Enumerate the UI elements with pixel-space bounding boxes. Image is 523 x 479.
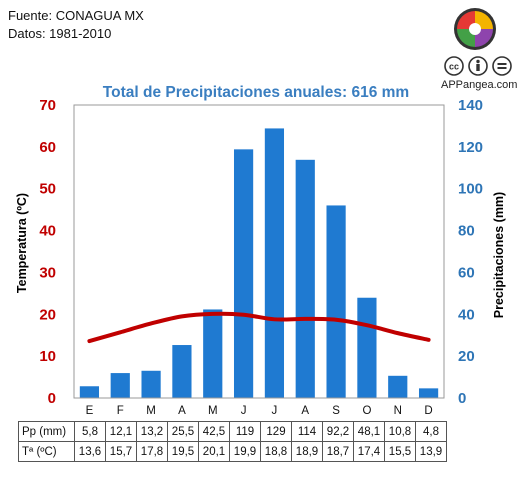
precipitation-bar xyxy=(418,387,439,399)
right-tick-label: 20 xyxy=(458,348,475,365)
category-label: F xyxy=(117,405,124,417)
cc-icon: cc xyxy=(444,56,464,76)
category-label: D xyxy=(424,405,432,417)
left-axis-label: Temperatura (ºC) xyxy=(15,193,29,293)
left-tick-label: 60 xyxy=(39,139,56,156)
precipitation-bar xyxy=(140,369,162,399)
table-cell: 15,7 xyxy=(105,441,137,462)
table-row-label: Tª (ºC) xyxy=(18,441,75,462)
table-cell: 18,9 xyxy=(291,441,323,462)
license-icons: cc xyxy=(444,56,512,76)
table-row: Tª (ºC) 13,6 15,7 17,8 19,5 20,1 19,9 18,8 18,9 1… xyxy=(18,441,447,462)
right-tick-label: 140 xyxy=(458,97,483,114)
climate-chart: Total de Precipitaciones anuales: 616 mm… xyxy=(15,84,506,417)
category-label: A xyxy=(178,405,186,417)
category-label: J xyxy=(241,405,247,417)
temperature-line xyxy=(87,311,431,344)
logo-quadrant-green xyxy=(457,29,475,47)
precipitation-bar xyxy=(171,344,193,399)
left-tick-label: 0 xyxy=(48,390,56,407)
precipitation-bars xyxy=(79,127,439,399)
table-cell: 20,1 xyxy=(198,441,230,462)
left-tick-label: 70 xyxy=(39,97,56,114)
logo-quadrant-yellow xyxy=(475,11,493,29)
chart-title: Total de Precipitaciones anuales: 616 mm xyxy=(103,84,409,101)
precipitation-bar xyxy=(264,127,285,399)
table-row-label: Pp (mm) xyxy=(18,421,75,442)
table-cell: 92,2 xyxy=(322,421,354,442)
right-tick-label: 80 xyxy=(458,223,475,240)
source-line: Fuente: CONAGUA MX xyxy=(8,8,144,23)
table-cell: 10,8 xyxy=(384,421,416,442)
left-tick-label: 40 xyxy=(39,223,56,240)
left-tick-label: 50 xyxy=(39,181,56,198)
table-cell: 19,9 xyxy=(229,441,261,462)
right-tick-label: 120 xyxy=(458,139,483,156)
category-label: J xyxy=(272,405,278,417)
category-label: E xyxy=(86,405,94,417)
right-tick-label: 100 xyxy=(458,181,483,198)
left-tick-label: 20 xyxy=(39,306,56,323)
precipitation-bar xyxy=(233,148,254,399)
category-label: N xyxy=(394,405,402,417)
logo-center xyxy=(469,23,481,35)
category-label: M xyxy=(208,405,218,417)
table-cell: 25,5 xyxy=(167,421,199,442)
category-label: A xyxy=(301,405,309,417)
plot-frame xyxy=(73,104,445,399)
table-cell: 114 xyxy=(291,421,323,442)
precipitation-bar xyxy=(79,385,100,399)
table-cell: 17,4 xyxy=(353,441,385,462)
no-derivatives-icon xyxy=(492,56,512,76)
site-name: APPangea.com xyxy=(441,79,518,91)
table-cell: 17,8 xyxy=(136,441,168,462)
precipitation-bar xyxy=(387,374,409,399)
table-cell: 18,8 xyxy=(260,441,292,462)
table-cell: 13,2 xyxy=(136,421,168,442)
right-tick-label: 60 xyxy=(458,264,475,281)
table-cell: 48,1 xyxy=(353,421,385,442)
table-cell: 12,1 xyxy=(105,421,137,442)
left-tick-label: 30 xyxy=(39,264,56,281)
table-cell: 5,8 xyxy=(74,421,106,442)
table-cell: 13,6 xyxy=(74,441,106,462)
table-cell: 18,7 xyxy=(322,441,354,462)
logo-quadrant-purple xyxy=(475,29,493,47)
appangea-logo-icon xyxy=(454,8,496,50)
table-cell: 4,8 xyxy=(415,421,447,442)
left-axis-ticks: 0 10 20 30 40 50 60 70 xyxy=(39,97,56,407)
table-cell: 15,5 xyxy=(384,441,416,462)
precipitation-bar xyxy=(325,204,347,399)
precipitation-bar xyxy=(202,308,224,399)
logo-quadrant-red xyxy=(457,11,475,29)
table-row: Pp (mm) 5,8 12,1 13,2 25,5 42,5 119 129 114 92,2 4… xyxy=(18,421,447,442)
category-label: M xyxy=(146,405,156,417)
category-label: O xyxy=(362,405,371,417)
category-label: S xyxy=(332,405,340,417)
svg-text:cc: cc xyxy=(449,62,459,72)
right-axis-ticks: 0 20 40 60 80 100 120 140 xyxy=(458,97,483,407)
precipitation-bar xyxy=(294,159,316,399)
data-period-line: Datos: 1981-2010 xyxy=(8,26,112,41)
right-tick-label: 0 xyxy=(458,390,466,407)
left-tick-label: 10 xyxy=(39,348,56,365)
precipitation-bar xyxy=(356,296,378,399)
table-cell: 129 xyxy=(260,421,292,442)
table-cell: 13,9 xyxy=(415,441,447,462)
right-axis-label: Precipitaciones (mm) xyxy=(492,192,506,318)
attribution-icon xyxy=(468,56,488,76)
table-cell: 42,5 xyxy=(198,421,230,442)
precipitation-bar xyxy=(109,372,131,399)
data-table: Pp (mm) 5,8 12,1 13,2 25,5 42,5 119 129 114 92,2 4… xyxy=(18,421,447,462)
table-cell: 19,5 xyxy=(167,441,199,462)
table-cell: 119 xyxy=(229,421,261,442)
right-tick-label: 40 xyxy=(458,306,475,323)
